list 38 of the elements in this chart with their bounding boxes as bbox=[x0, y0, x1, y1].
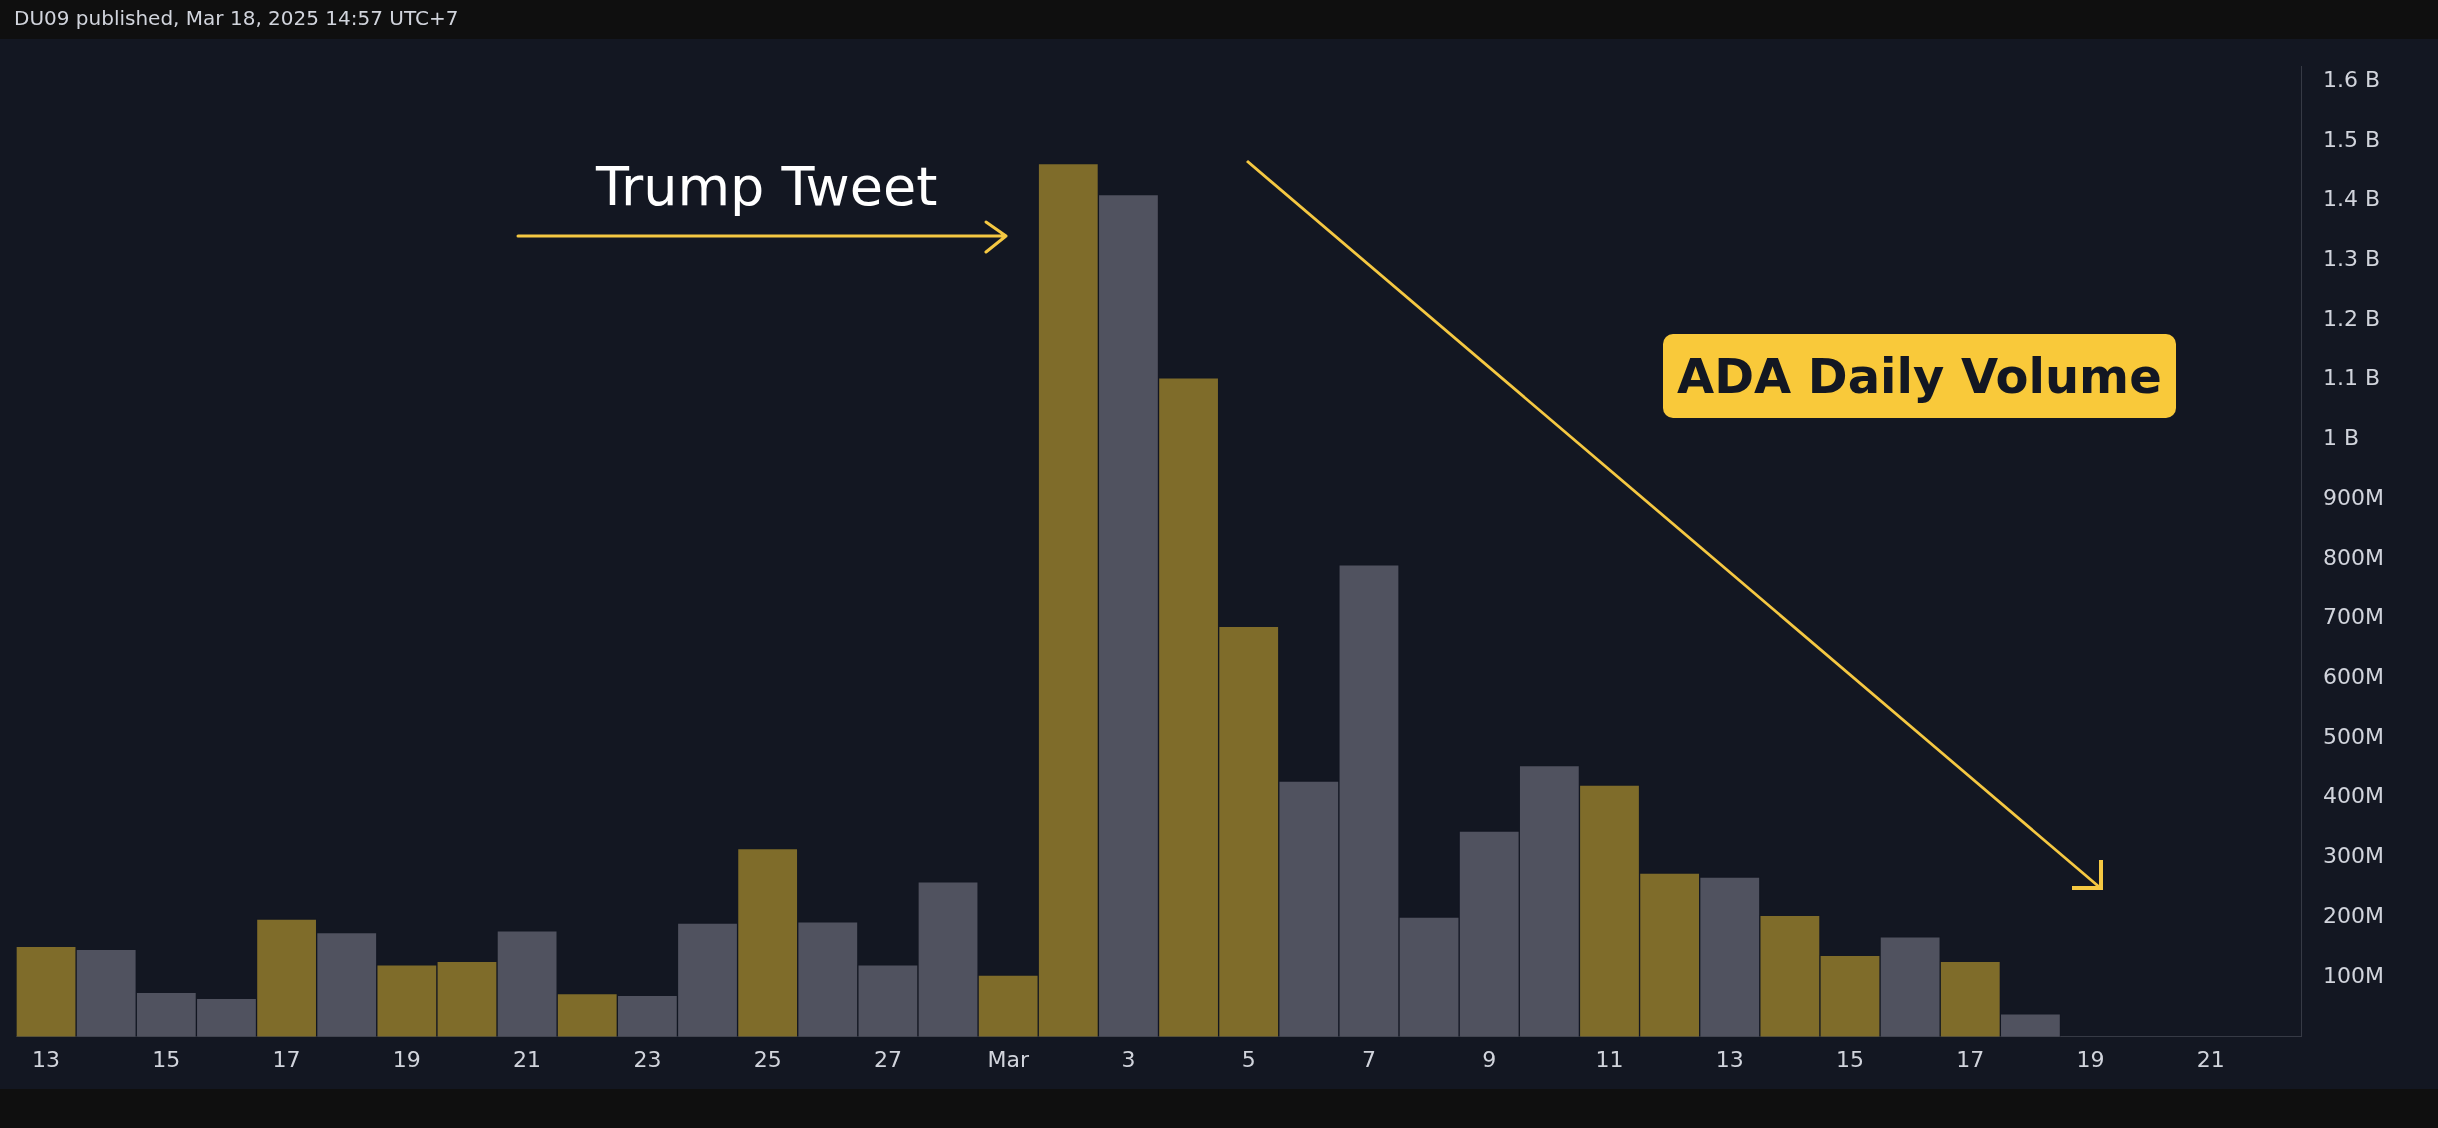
y-tick-label: 1.4 B bbox=[2323, 186, 2381, 212]
y-tick-label: 900M bbox=[2323, 484, 2384, 510]
x-tick-label: 17 bbox=[1956, 1046, 1985, 1072]
x-tick-label: Mar bbox=[987, 1046, 1030, 1072]
x-tick-label: 21 bbox=[2196, 1046, 2225, 1072]
y-tick-label: 1.5 B bbox=[2323, 126, 2381, 152]
y-tick-label: 600M bbox=[2323, 664, 2384, 690]
x-tick-label: 25 bbox=[753, 1046, 782, 1072]
text: DU09 published, Mar 18, 2025 14:57 UTC+7 bbox=[14, 6, 459, 30]
x-tick-label: 17 bbox=[272, 1046, 301, 1072]
text: ADA Daily Volume bbox=[1663, 334, 2176, 418]
x-tick-label: 23 bbox=[633, 1046, 662, 1072]
annotation: Trump Tweet bbox=[596, 155, 938, 218]
y-tick-label: 1 B bbox=[2323, 425, 2360, 451]
x-tick-label: 9 bbox=[1482, 1046, 1497, 1072]
x-tick-label: 15 bbox=[152, 1046, 181, 1072]
y-tick-label: 400M bbox=[2323, 783, 2384, 809]
x-tick-label: 27 bbox=[873, 1046, 902, 1072]
x-tick-label: 5 bbox=[1241, 1046, 1256, 1072]
y-tick-label: 1.6 B bbox=[2323, 66, 2381, 92]
x-tick-label: 13 bbox=[1715, 1046, 1744, 1072]
x-tick-label: 3 bbox=[1121, 1046, 1136, 1072]
y-tick-label: 100M bbox=[2323, 962, 2384, 988]
x-tick-label: 15 bbox=[1836, 1046, 1865, 1072]
y-tick-label: 500M bbox=[2323, 723, 2384, 749]
x-tick-label: 21 bbox=[513, 1046, 542, 1072]
y-tick-label: 300M bbox=[2323, 843, 2384, 869]
y-tick-label: 700M bbox=[2323, 604, 2384, 630]
x-tick-label: 13 bbox=[32, 1046, 61, 1072]
y-tick-label: 800M bbox=[2323, 544, 2384, 570]
y-tick-label: 200M bbox=[2323, 902, 2384, 928]
x-tick-label: 7 bbox=[1361, 1046, 1376, 1072]
x-tick-label: 19 bbox=[2076, 1046, 2105, 1072]
y-tick-label: 1.3 B bbox=[2323, 246, 2381, 271]
x-tick-label: 19 bbox=[392, 1046, 421, 1072]
x-tick-label: 11 bbox=[1595, 1046, 1624, 1072]
y-tick-label: 1.2 B bbox=[2323, 305, 2381, 331]
y-tick-label: 1.1 B bbox=[2323, 365, 2381, 391]
